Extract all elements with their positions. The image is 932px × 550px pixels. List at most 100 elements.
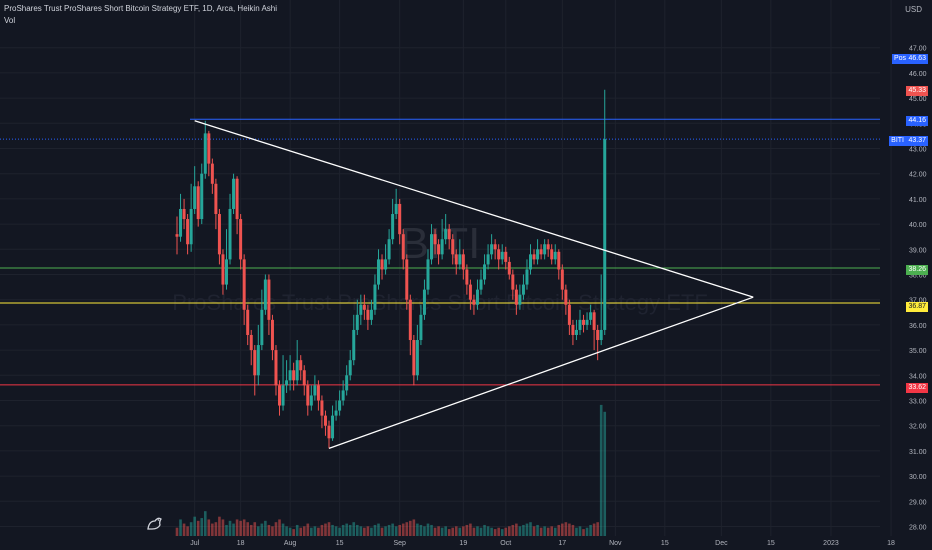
- volume-bar: [596, 522, 599, 536]
- volume-bar: [331, 524, 334, 536]
- volume-bar: [504, 527, 508, 536]
- volume-bar: [235, 519, 239, 536]
- volume-bar: [465, 524, 469, 536]
- candle-body: [458, 254, 462, 265]
- candle-body: [447, 229, 451, 240]
- y-tick-label: 31.00: [909, 449, 927, 456]
- candle-body: [468, 284, 472, 300]
- candle-body: [479, 279, 483, 290]
- candle-body: [302, 370, 306, 386]
- volume-bar: [511, 524, 515, 536]
- candle-body: [412, 340, 416, 376]
- volume-bar: [529, 522, 532, 536]
- candle-body: [405, 259, 409, 300]
- volume-bar: [578, 526, 582, 536]
- candle-body: [182, 208, 186, 220]
- candle-body: [316, 385, 320, 401]
- volume-bar: [500, 529, 504, 536]
- volume-bar: [518, 526, 522, 536]
- candle-body: [557, 251, 561, 270]
- volume-bar: [281, 523, 285, 536]
- candle-body: [514, 289, 518, 305]
- volume-bar: [603, 411, 607, 536]
- post-price-tag: 46.63: [906, 54, 928, 64]
- x-tick-label: Dec: [715, 540, 728, 547]
- tradingview-logo-icon[interactable]: [146, 515, 164, 531]
- volume-bar: [585, 527, 589, 536]
- volume-bar: [458, 527, 462, 536]
- y-tick-label: 38.00: [909, 273, 927, 280]
- candle-body: [454, 254, 458, 265]
- volume-bar: [589, 524, 592, 536]
- trendline: [328, 296, 754, 449]
- volume-bar: [306, 523, 310, 536]
- volume-bar: [200, 518, 204, 536]
- candle-body: [224, 259, 228, 285]
- volume-bar: [384, 526, 387, 536]
- candle-body: [214, 183, 218, 215]
- candle-body: [490, 244, 494, 255]
- volume-bar: [557, 524, 561, 536]
- candle-body: [309, 395, 313, 406]
- candle-body: [207, 133, 211, 164]
- volume-bar: [359, 526, 363, 536]
- candle-body: [529, 254, 532, 270]
- volume-bar: [203, 511, 207, 536]
- candle-body: [564, 289, 568, 305]
- volume-bar: [253, 522, 257, 536]
- candle-body: [430, 234, 434, 260]
- volume-bar: [561, 523, 564, 536]
- volume-bar: [391, 523, 394, 536]
- volume-bar: [196, 520, 200, 536]
- volume-bar: [377, 523, 380, 536]
- candle-body: [203, 133, 207, 174]
- candle-body: [440, 239, 444, 255]
- candle-body: [246, 309, 250, 335]
- candle-body: [334, 410, 338, 416]
- volume-bar: [345, 523, 348, 536]
- volume-bar: [179, 519, 182, 536]
- volume-bar: [599, 404, 603, 536]
- candle-body: [536, 249, 540, 260]
- volume-bar: [568, 523, 571, 536]
- volume-bar: [366, 526, 370, 536]
- y-tick-label: 36.00: [909, 323, 927, 330]
- candle-body: [345, 375, 349, 391]
- volume-bar: [370, 527, 373, 536]
- candle-body: [380, 259, 384, 270]
- volume-bar: [575, 527, 578, 536]
- y-tick-label: 28.00: [909, 525, 927, 532]
- volume-bar: [338, 527, 341, 536]
- volume-bar: [401, 523, 405, 536]
- candle-body: [221, 254, 225, 285]
- candle-body: [518, 294, 522, 305]
- x-tick-label: Nov: [609, 540, 622, 547]
- volume-bar: [302, 526, 306, 536]
- candle-body: [210, 163, 214, 184]
- candle-body: [391, 214, 395, 240]
- volume-bar: [387, 524, 391, 536]
- candle-body: [179, 208, 183, 237]
- volume-bar: [182, 523, 186, 536]
- candle-body: [384, 259, 388, 270]
- candle-body: [497, 249, 501, 260]
- x-tick-label: 15: [767, 540, 775, 547]
- candle-body: [543, 244, 547, 255]
- volume-bar: [317, 527, 320, 536]
- candle-body: [585, 319, 589, 325]
- candle-body: [260, 309, 264, 346]
- volume-bar: [490, 527, 493, 536]
- candle-body: [200, 173, 204, 220]
- volume-bar: [469, 523, 472, 536]
- volume-bar: [348, 524, 352, 536]
- volume-bar: [479, 527, 483, 536]
- candle-body: [472, 299, 476, 305]
- volume-bar: [507, 526, 511, 536]
- candle-body: [415, 340, 419, 376]
- candle-body: [263, 279, 267, 310]
- volume-bar: [352, 522, 356, 536]
- y-tick-label: 35.00: [909, 348, 927, 355]
- trendline: [194, 120, 754, 298]
- volume-bar: [274, 522, 278, 536]
- currency-label: USD: [905, 5, 922, 14]
